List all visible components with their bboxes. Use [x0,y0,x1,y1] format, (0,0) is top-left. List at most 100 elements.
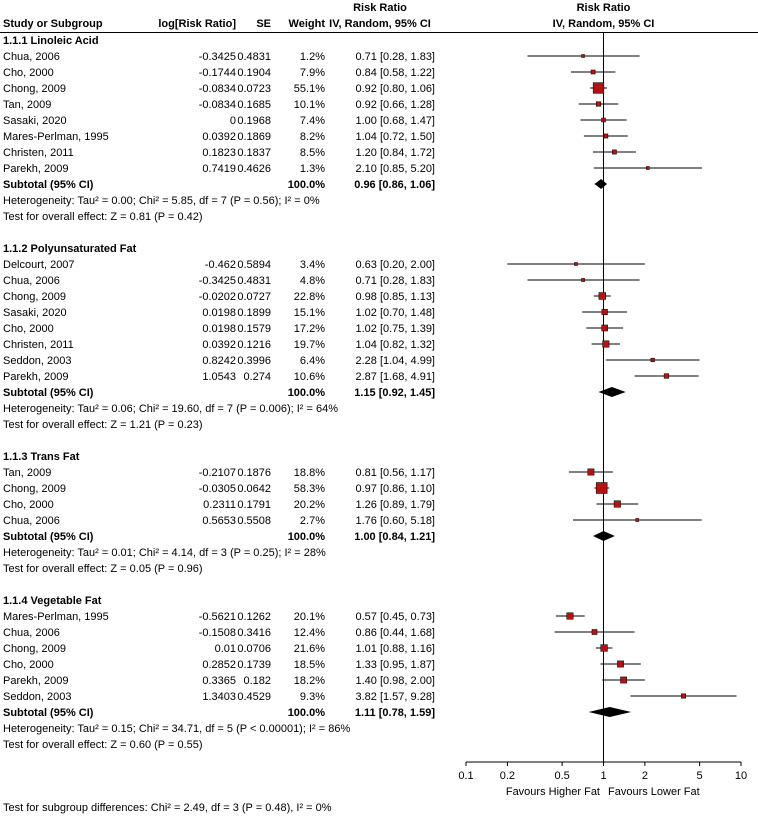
se-cell: 0.1899 [237,307,271,319]
overall-effect-note: Test for overall effect: Z = 0.05 (P = 0… [3,563,203,575]
header-row-effect-measure: Risk Ratio Risk Ratio [0,0,758,16]
se-cell: 0.0723 [237,83,271,95]
overall-effect-row: Test for overall effect: Z = 0.81 (P = 0… [0,209,758,225]
se-cell: 0.3416 [237,627,271,639]
overall-effect-row: Test for overall effect: Z = 0.60 (P = 0… [0,737,758,753]
log-rr-cell: -0.1508 [198,627,236,639]
subtotal-ci-cell: 0.96 [0.86, 1.06] [354,179,435,191]
log-rr-cell: 1.3403 [202,691,236,703]
log-rr-cell: 0.1823 [202,147,236,159]
ci-cell: 1.26 [0.89, 1.79] [355,499,435,511]
heterogeneity-note: Heterogeneity: Tau² = 0.00; Chi² = 5.85,… [3,195,320,207]
overall-effect-note: Test for overall effect: Z = 1.21 (P = 0… [3,419,203,431]
weight-cell: 15.1% [293,307,325,319]
ci-cell: 1.02 [0.75, 1.39] [355,323,435,335]
subtotal-ci-cell: 1.11 [0.78, 1.59] [354,707,435,719]
log-rr-cell: 0.8242 [202,355,236,367]
weight-cell: 1.2% [299,51,325,63]
se-cell: 0.4626 [237,163,271,175]
se-cell: 0.4529 [237,691,271,703]
subtotal-label: Subtotal (95% CI) [3,531,94,543]
subtotal-row: Subtotal (95% CI) 100.0% 1.11 [0.78, 1.59] [0,705,758,721]
study-name-cell: Sasaki, 2020 [3,115,67,127]
study-name-cell: Cho, 2000 [3,67,54,79]
log-rr-cell: 0.0198 [202,307,236,319]
ci-cell: 0.57 [0.45, 0.73] [355,611,435,623]
heterogeneity-row: Heterogeneity: Tau² = 0.00; Chi² = 5.85,… [0,193,758,209]
overall-effect-row: Test for overall effect: Z = 1.21 (P = 0… [0,417,758,433]
ci-cell: 0.97 [0.86, 1.10] [355,483,435,495]
study-name-cell: Parekh, 2009 [3,371,69,383]
ci-cell: 1.33 [0.95, 1.87] [355,659,435,671]
log-rr-cell: 0.0392 [202,339,236,351]
study-name-cell: Seddon, 2003 [3,691,72,703]
axis-tick-label: 0.2 [500,770,515,782]
se-cell: 0.1968 [237,115,271,127]
study-row: Mares-Perlman, 1995 -0.5621 0.1262 20.1% 0.5… [0,609,758,625]
weight-cell: 2.7% [299,515,325,527]
column-header-ci: IV, Random, 95% CI [329,18,431,30]
column-header-log-rr: log[Risk Ratio] [158,18,236,30]
subtotal-weight-cell: 100.0% [287,179,325,191]
ci-cell: 0.86 [0.44, 1.68] [355,627,435,639]
log-rr-cell: 0.2311 [203,499,236,511]
study-name-cell: Seddon, 2003 [3,355,72,367]
study-row: Cho, 2000 0.2311 0.1791 20.2% 1.26 [0.89, 1.… [0,497,758,513]
study-row: Delcourt, 2007 -0.462 0.5894 3.4% 0.63 [0.20… [0,257,758,273]
ci-cell: 1.04 [0.82, 1.32] [355,339,435,351]
favours-left-label: Favours Higher Fat [505,786,600,798]
log-rr-cell: 0.3365 [202,675,236,687]
study-name-cell: Christen, 2011 [3,147,74,159]
spacer-row [0,225,758,241]
ci-cell: 1.40 [0.98, 2.00] [355,675,435,687]
header-row-columns: Study or Subgroup log[Risk Ratio] SE Weight… [0,16,758,33]
study-name-cell: Sasaki, 2020 [3,307,67,319]
se-cell: 0.4831 [237,51,271,63]
study-row: Seddon, 2003 0.8242 0.3996 6.4% 2.28 [1.04, … [0,353,758,369]
se-cell: 0.182 [243,675,271,687]
study-name-cell: Chong, 2009 [3,643,66,655]
subgroup-heading-row: 1.1.3 Trans Fat [0,449,758,465]
study-name-cell: Chua, 2006 [3,51,60,63]
ci-cell: 0.63 [0.20, 2.00] [355,259,435,271]
log-rr-cell: -0.0305 [198,483,236,495]
log-rr-cell: -0.0202 [198,291,236,303]
heterogeneity-row: Heterogeneity: Tau² = 0.01; Chi² = 4.14,… [0,545,758,561]
subtotal-label: Subtotal (95% CI) [3,179,94,191]
ci-cell: 2.28 [1.04, 4.99] [355,355,435,367]
spacer-row [0,433,758,449]
log-rr-cell: 0.0198 [202,323,236,335]
ci-cell: 2.87 [1.68, 4.91] [355,371,435,383]
subtotal-label: Subtotal (95% CI) [3,707,94,719]
ci-cell: 1.00 [0.68, 1.47] [355,115,435,127]
column-title-risk-ratio-text: Risk Ratio [353,2,407,14]
ci-cell: 1.20 [0.84, 1.72] [355,147,435,159]
overall-effect-row: Test for overall effect: Z = 0.05 (P = 0… [0,561,758,577]
log-rr-cell: 1.0543 [202,371,236,383]
se-cell: 0.1579 [237,323,271,335]
log-rr-cell: -0.5621 [198,611,236,623]
log-rr-cell: -0.0834 [198,99,236,111]
log-rr-cell: -0.1744 [198,67,236,79]
study-name-cell: Tan, 2009 [3,99,52,111]
log-rr-cell: -0.462 [204,259,236,271]
axis-tick-label: 0.1 [458,770,473,782]
study-row: Parekh, 2009 1.0543 0.274 10.6% 2.87 [1.68, … [0,369,758,385]
study-row: Cho, 2000 -0.1744 0.1904 7.9% 0.84 [0.58, 1.… [0,65,758,81]
study-name-cell: Cho, 2000 [3,323,54,335]
study-row: Sasaki, 2020 0 0.1968 7.4% 1.00 [0.68, 1.47] [0,113,758,129]
weight-cell: 18.8% [293,467,325,479]
heterogeneity-note: Heterogeneity: Tau² = 0.06; Chi² = 19.60… [3,403,338,415]
log-rr-cell: 0.0392 [202,131,236,143]
subgroup-heading: 1.1.4 Vegetable Fat [3,595,102,607]
study-row: Mares-Perlman, 1995 0.0392 0.1869 8.2% 1.04 … [0,129,758,145]
subgroup-heading: 1.1.2 Polyunsaturated Fat [3,243,137,255]
se-cell: 0.0727 [237,291,271,303]
subtotal-label: Subtotal (95% CI) [3,387,94,399]
study-name-cell: Chua, 2006 [3,275,60,287]
subgroup-heading-row: 1.1.1 Linoleic Acid [0,33,758,49]
se-cell: 0.1216 [237,339,271,351]
weight-cell: 7.9% [299,67,325,79]
weight-cell: 10.6% [293,371,325,383]
